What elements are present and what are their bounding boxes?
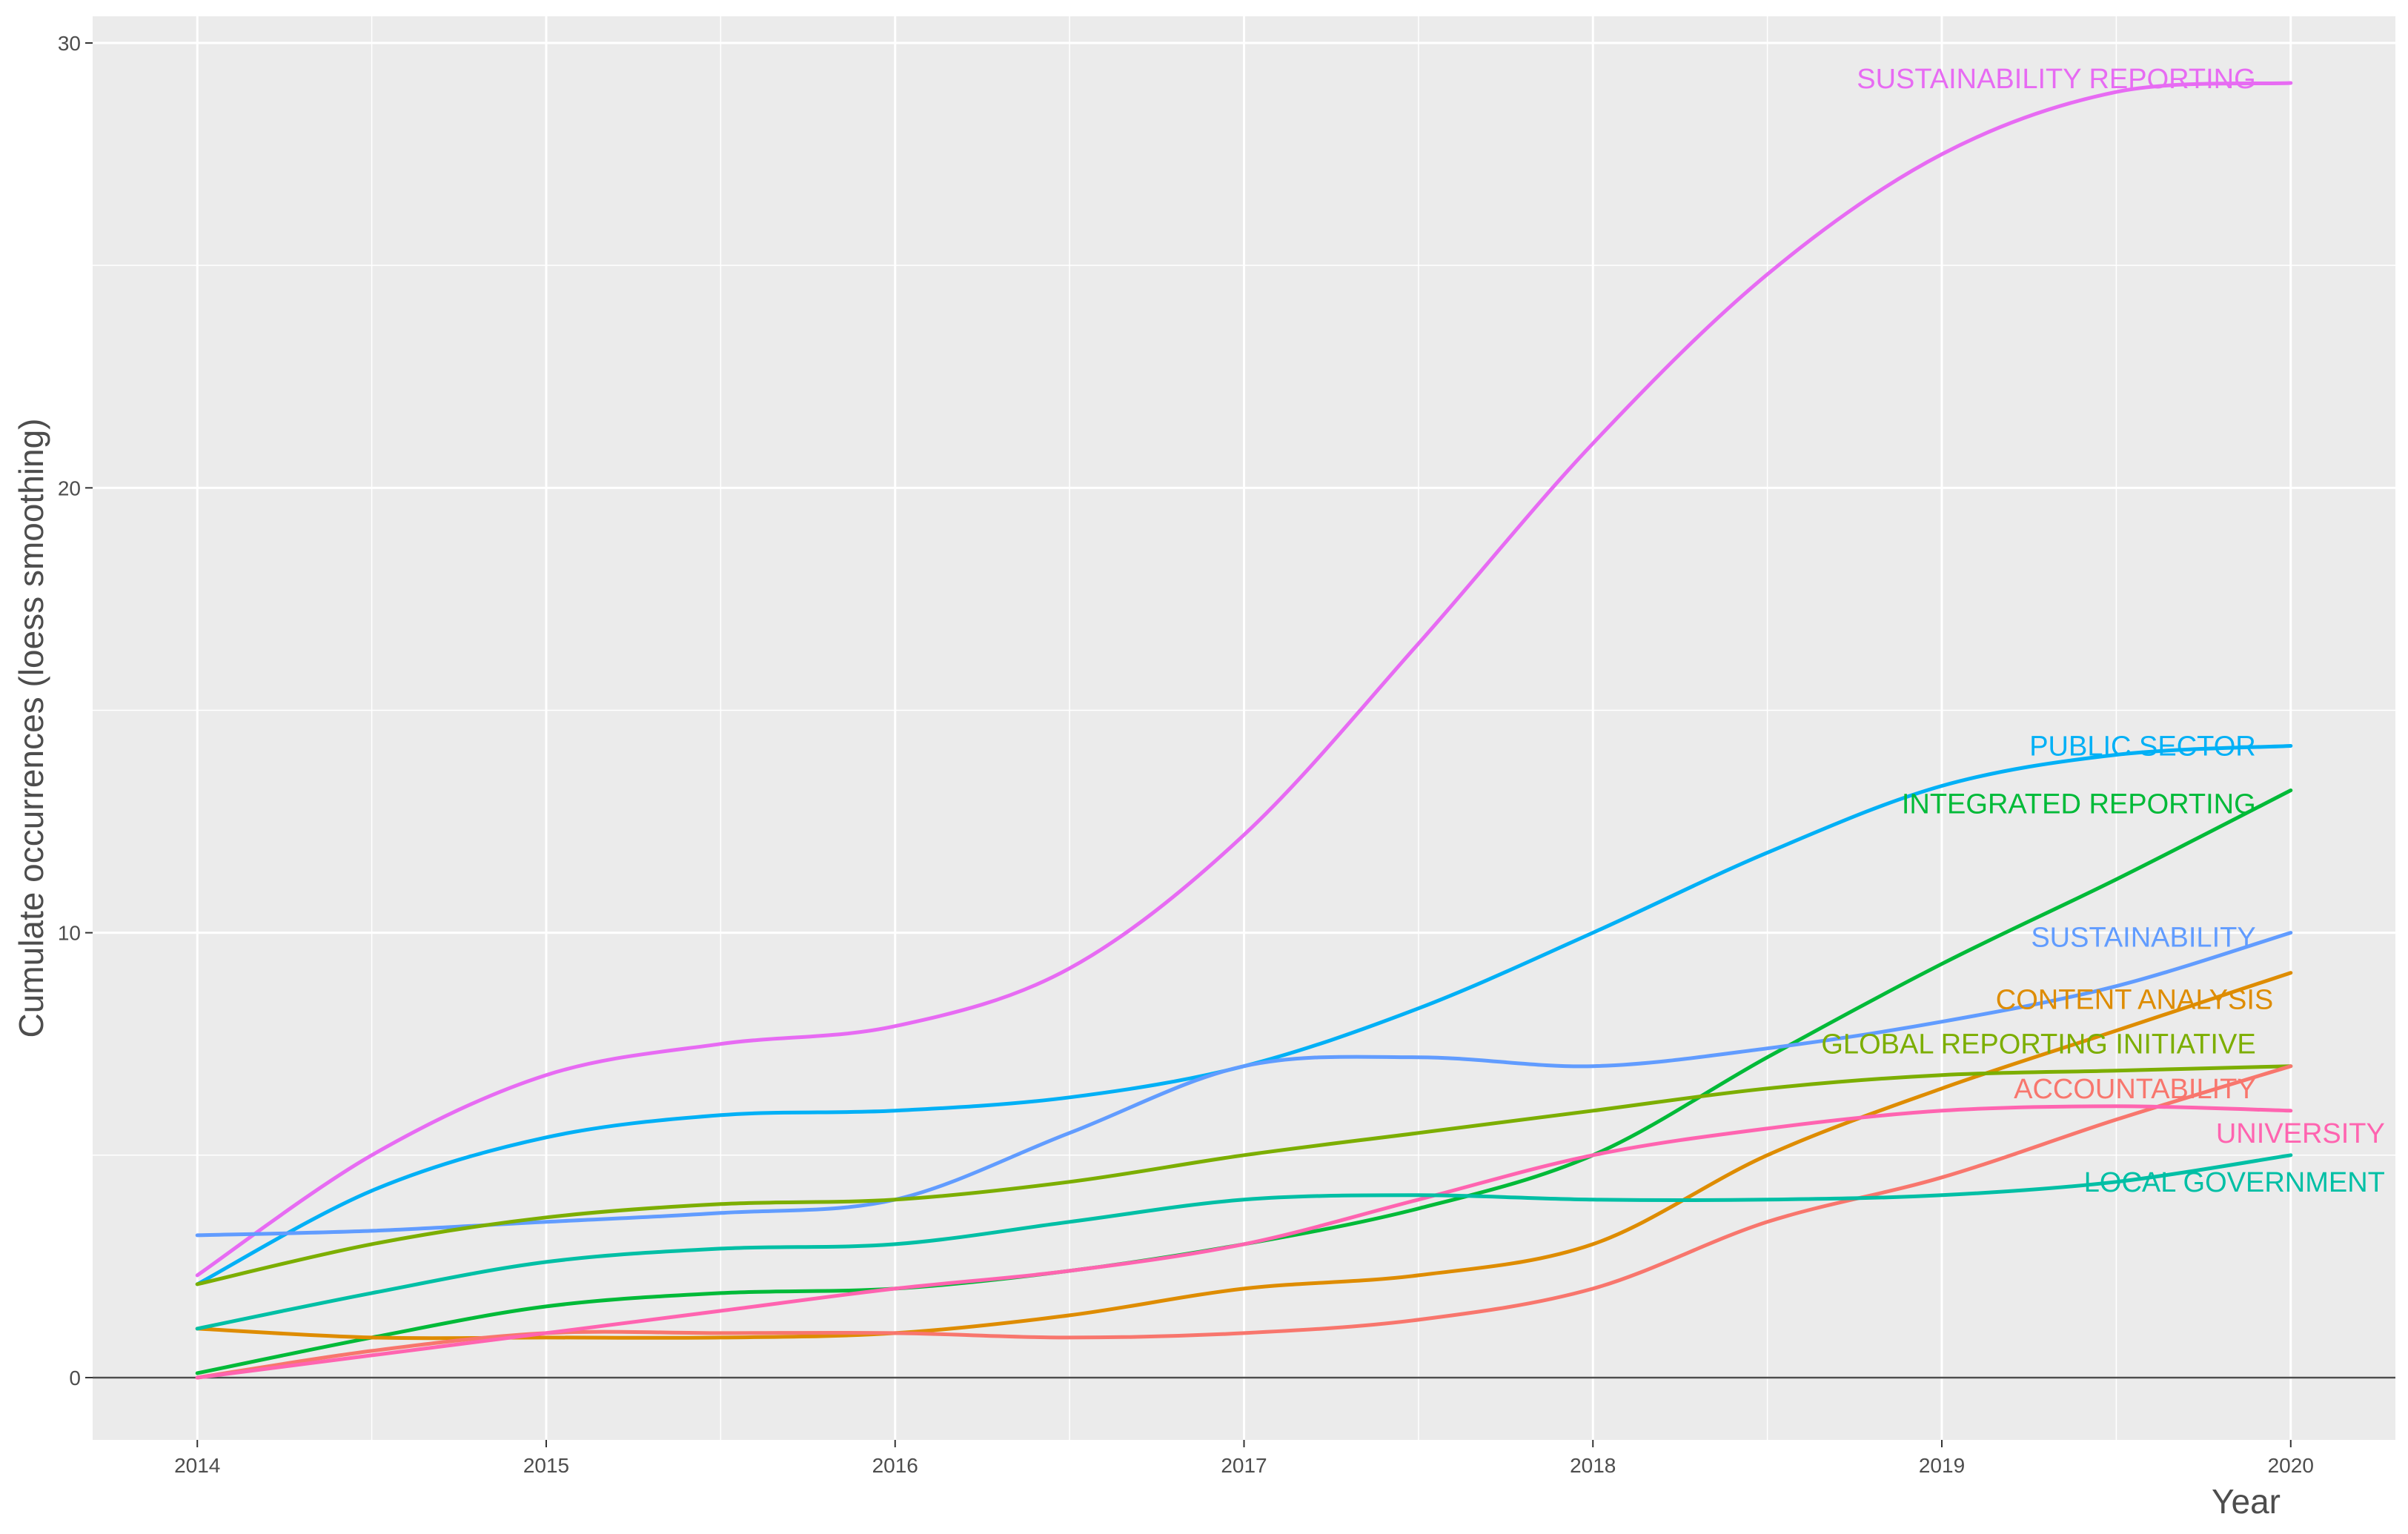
x-tick-label: 2017 xyxy=(1221,1454,1267,1477)
y-tick-label: 10 xyxy=(58,922,81,945)
series-label-public-sector: PUBLIC SECTOR xyxy=(2029,731,2255,763)
x-tick-label: 2014 xyxy=(174,1454,220,1477)
series-label-accountability: ACCOUNTABILITY xyxy=(2014,1074,2256,1105)
series-line-university xyxy=(195,1104,2293,1380)
series-line-content-analysis xyxy=(195,971,2293,1341)
series-label-content-analysis: CONTENT ANALYSIS xyxy=(1996,985,2273,1016)
x-axis-ticks: 2014 2015 2016 2017 2018 2019 2020 xyxy=(174,1440,2314,1477)
x-tick-label: 2020 xyxy=(2268,1454,2314,1477)
x-tick-label: 2015 xyxy=(523,1454,569,1477)
series-line-local-government xyxy=(195,1153,2293,1331)
series-label-sustainability-reporting: SUSTAINABILITY REPORTING xyxy=(1857,64,2255,95)
series-line-sustainability-reporting xyxy=(195,81,2293,1278)
series-line-global-reporting-initiative xyxy=(195,1064,2293,1286)
y-tick-label: 20 xyxy=(58,477,81,499)
series-label-sustainability: SUSTAINABILITY xyxy=(2031,923,2255,954)
y-axis-title: Cumulate occurrences (loess smoothing) xyxy=(12,418,50,1037)
series-label-local-government: LOCAL GOVERNMENT xyxy=(2084,1167,2385,1198)
series-label-university: UNIVERSITY xyxy=(2216,1118,2385,1149)
series-labels: SUSTAINABILITY REPORTING PUBLIC SECTOR INT… xyxy=(1821,64,2384,1198)
major-gridlines xyxy=(93,16,2395,1440)
y-axis-ticks: 0 10 20 30 xyxy=(58,32,93,1389)
series-label-integrated-reporting: INTEGRATED REPORTING xyxy=(1902,789,2256,820)
series-label-global-reporting-initiative: GLOBAL REPORTING INITIATIVE xyxy=(1821,1029,2255,1060)
y-tick-label: 30 xyxy=(58,32,81,55)
x-tick-label: 2019 xyxy=(1919,1454,1965,1477)
series-lines xyxy=(195,81,2293,1380)
x-axis-title: Year xyxy=(2212,1482,2281,1521)
y-tick-label: 0 xyxy=(69,1367,81,1389)
series-line-sustainability xyxy=(195,931,2293,1238)
x-tick-label: 2016 xyxy=(872,1454,918,1477)
x-tick-label: 2018 xyxy=(1570,1454,1616,1477)
